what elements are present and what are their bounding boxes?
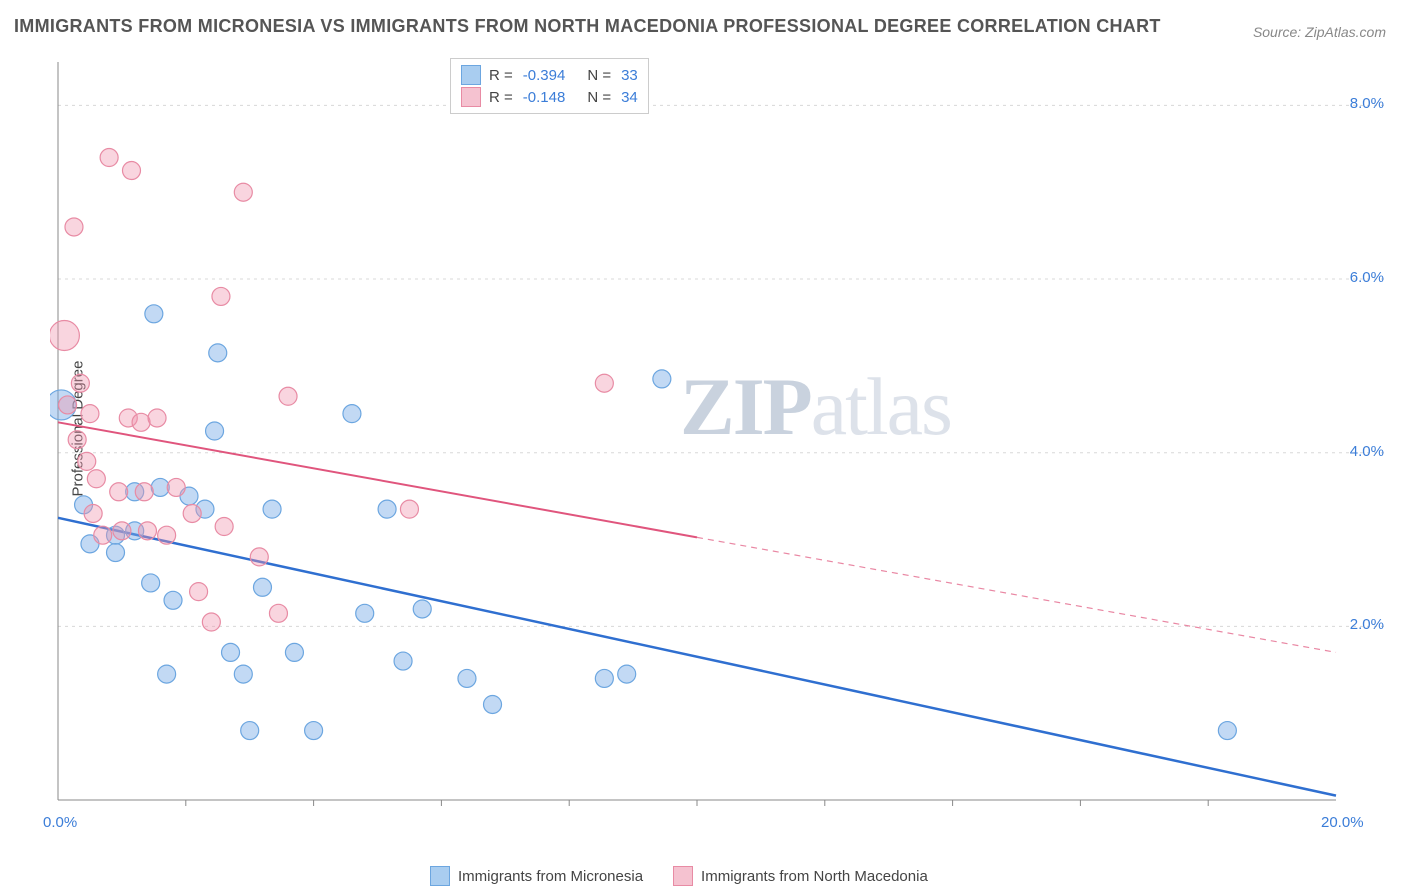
source-attribution: Source: ZipAtlas.com: [1253, 24, 1386, 40]
n-label: N =: [587, 89, 611, 106]
series-legend-item: Immigrants from North Macedonia: [673, 866, 928, 886]
n-value: 33: [621, 67, 638, 84]
axis-tick-label: 20.0%: [1321, 814, 1364, 831]
axis-tick-label: 6.0%: [1340, 269, 1384, 286]
legend-row: R = -0.394 N = 33: [461, 65, 638, 85]
n-label: N =: [587, 67, 611, 84]
r-value: -0.148: [523, 89, 566, 106]
r-label: R =: [489, 89, 513, 106]
axis-tick-label: 4.0%: [1340, 443, 1384, 460]
series-label: Immigrants from North Macedonia: [701, 868, 928, 885]
axis-tick-label: 8.0%: [1340, 95, 1384, 112]
legend-row: R = -0.148 N = 34: [461, 87, 638, 107]
r-value: -0.394: [523, 67, 566, 84]
legend-swatch: [461, 87, 481, 107]
legend-swatch: [673, 866, 693, 886]
correlation-legend: R = -0.394 N = 33 R = -0.148 N = 34: [450, 58, 649, 114]
r-label: R =: [489, 67, 513, 84]
series-label: Immigrants from Micronesia: [458, 868, 643, 885]
axis-tick-label: 0.0%: [43, 814, 77, 831]
series-legend-item: Immigrants from Micronesia: [430, 866, 643, 886]
legend-swatch: [461, 65, 481, 85]
scatter-chart: [50, 54, 1386, 842]
n-value: 34: [621, 89, 638, 106]
legend-swatch: [430, 866, 450, 886]
chart-title: IMMIGRANTS FROM MICRONESIA VS IMMIGRANTS…: [14, 16, 1161, 37]
axis-tick-label: 2.0%: [1340, 616, 1384, 633]
series-legend: Immigrants from Micronesia Immigrants fro…: [430, 866, 928, 886]
